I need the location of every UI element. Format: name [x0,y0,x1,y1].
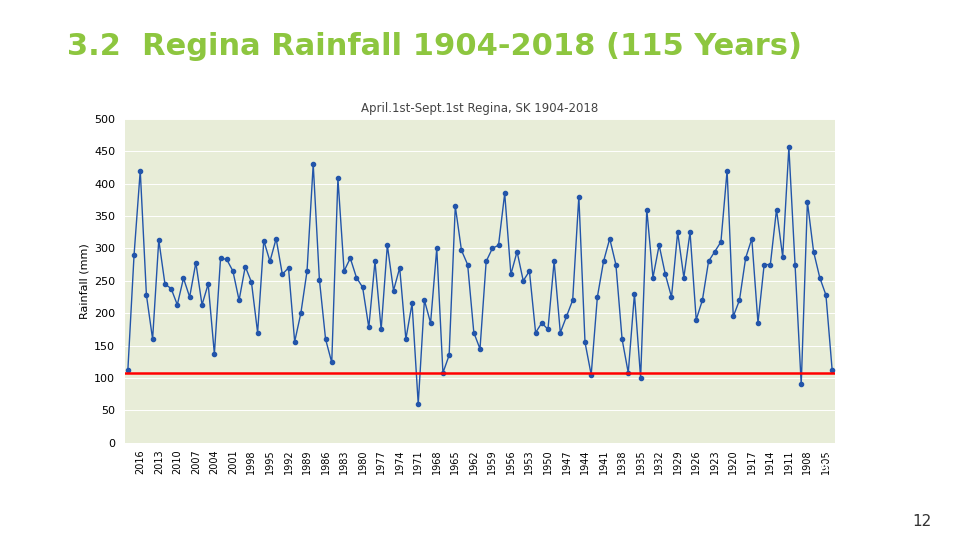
Y-axis label: Rainfall (mm): Rainfall (mm) [80,243,90,319]
Text: SOY
CANADA: SOY CANADA [813,451,865,472]
Text: 12: 12 [912,514,931,529]
Title: April.1st-Sept.1st Regina, SK 1904-2018: April.1st-Sept.1st Regina, SK 1904-2018 [361,102,599,115]
Text: 3.2  Regina Rainfall 1904-2018 (115 Years): 3.2 Regina Rainfall 1904-2018 (115 Years… [67,32,803,62]
